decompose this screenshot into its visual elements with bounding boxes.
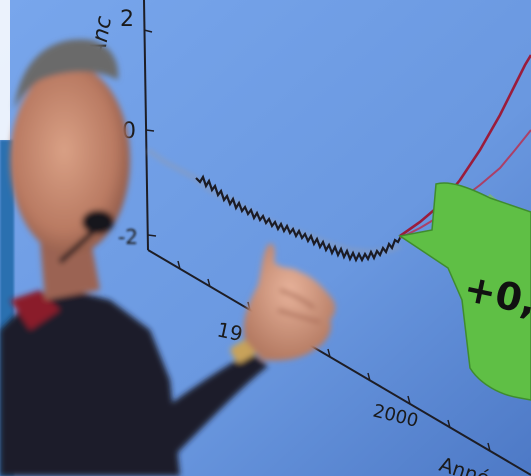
presenter-arm	[120, 352, 268, 476]
y-axis-ticks	[143, 29, 157, 237]
y-tick-minus-2: -2	[118, 225, 138, 249]
y-axis-line	[143, 0, 149, 251]
presenter-head	[10, 65, 130, 255]
presenter-collar	[10, 290, 60, 330]
x-tick-1900: 19	[215, 317, 245, 346]
chart-axes	[143, 0, 531, 476]
presenter	[0, 39, 336, 476]
presenter-hand	[243, 243, 336, 361]
presenter-jacket	[0, 290, 180, 476]
presenter-hair	[14, 39, 119, 110]
x-axis-line	[147, 249, 531, 476]
y-tick-2: 2	[120, 7, 134, 32]
microphone-boom	[58, 228, 97, 264]
temperature-curve	[195, 174, 402, 263]
microphone-icon	[82, 210, 114, 234]
left-white-edge	[0, 0, 10, 140]
warming-callout	[398, 182, 531, 401]
projection-line-high	[399, 54, 531, 238]
wristwatch-icon	[230, 339, 256, 363]
